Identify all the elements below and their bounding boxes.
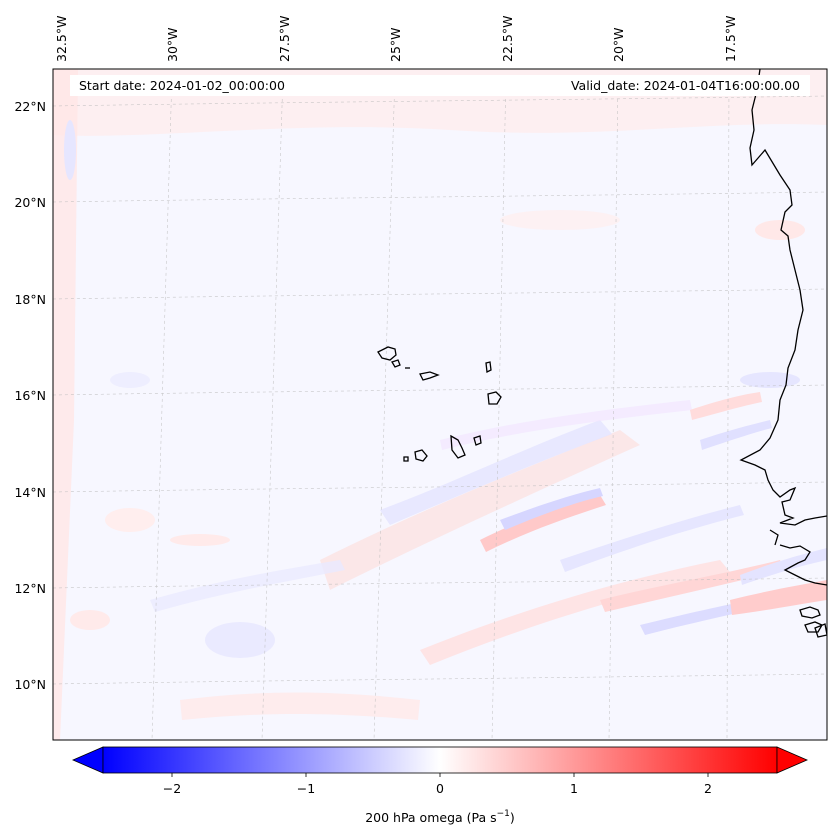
colorbar: −2 −1 0 1 2 200 hPa omega (Pa s−1) [71, 746, 809, 825]
omega-field [53, 69, 827, 740]
lon-label: 25°W [388, 27, 403, 62]
gridline-lat [53, 191, 827, 203]
longitude-labels: 32.5°W 30°W 27.5°W 25°W 22.5°W 20°W 17.5… [54, 16, 738, 62]
lon-label: 22.5°W [500, 16, 515, 62]
gridline-lat [53, 288, 827, 300]
island-brava [403, 456, 409, 462]
gridline-lon [726, 74, 730, 740]
colorbar-label-prefix: 200 hPa omega (Pa s [365, 810, 496, 825]
colorbar-label: 200 hPa omega (Pa s−1) [365, 809, 515, 825]
gridline-lat [53, 577, 827, 589]
map-frame [52, 68, 828, 741]
island-sao-vicente [391, 359, 401, 368]
lat-label: 22°N [14, 99, 46, 114]
lon-label: 27.5°W [277, 16, 292, 62]
start-date-label: Start date: 2024-01-02_00:00:00 [79, 78, 285, 93]
colorbar-tick-label: 2 [704, 781, 712, 796]
colorbar-tick-label: 0 [436, 781, 444, 796]
colorbar-low-extension [71, 746, 104, 774]
island-boa-vista [487, 391, 502, 405]
gridline-lon [151, 74, 173, 740]
colorbar-tick-label: −2 [163, 781, 181, 796]
map-background [53, 69, 827, 740]
graticule [53, 74, 827, 740]
coastline [739, 69, 827, 638]
africa-coast [739, 69, 827, 526]
island-santiago [450, 434, 466, 459]
lon-label: 20°W [611, 27, 626, 62]
island-maio [473, 435, 482, 446]
gridline-lat [53, 481, 827, 493]
island-santo-antao [377, 346, 397, 361]
gridline-lon [53, 75, 54, 104]
senegal-coast [779, 544, 827, 586]
island-sao-nicolau [419, 371, 440, 381]
island-fogo [414, 449, 428, 462]
gambia-coast [769, 529, 779, 546]
lat-label: 12°N [14, 581, 46, 596]
guinea-bissau-islands [799, 606, 827, 638]
lat-label: 14°N [14, 485, 46, 500]
valid-date-label: Valid_date: 2024-01-04T16:00:00.00 [571, 78, 800, 93]
gridline-lat [53, 95, 827, 107]
gridline-lon [608, 74, 619, 740]
colorbar-high-extension [776, 746, 809, 774]
lat-label: 10°N [14, 677, 46, 692]
gridline-lat [53, 673, 827, 685]
lon-label: 17.5°W [723, 16, 738, 62]
lat-label: 18°N [14, 292, 46, 307]
colorbar-label-suffix: ) [510, 810, 515, 825]
map-panel: Start date: 2024-01-02_00:00:00 Valid_da… [52, 68, 828, 741]
colorbar-label-exponent: −1 [497, 809, 510, 819]
lat-label: 20°N [14, 195, 46, 210]
island-sal [485, 361, 492, 373]
gridline-lon [261, 74, 284, 740]
lon-label: 32.5°W [54, 16, 69, 62]
colorbar-tick-label: 1 [570, 781, 578, 796]
cape-verde-islands [377, 346, 502, 462]
gridline-lon [491, 74, 507, 740]
colorbar-tick-label: −1 [297, 781, 315, 796]
gridline-lon [373, 74, 396, 740]
lon-label: 30°W [165, 27, 180, 62]
header-strip [70, 75, 810, 96]
lat-label: 16°N [14, 388, 46, 403]
gridline-lat [53, 384, 827, 396]
colorbar-bar [102, 746, 778, 774]
latitude-labels: 22°N 20°N 18°N 16°N 14°N 12°N 10°N [14, 99, 46, 692]
